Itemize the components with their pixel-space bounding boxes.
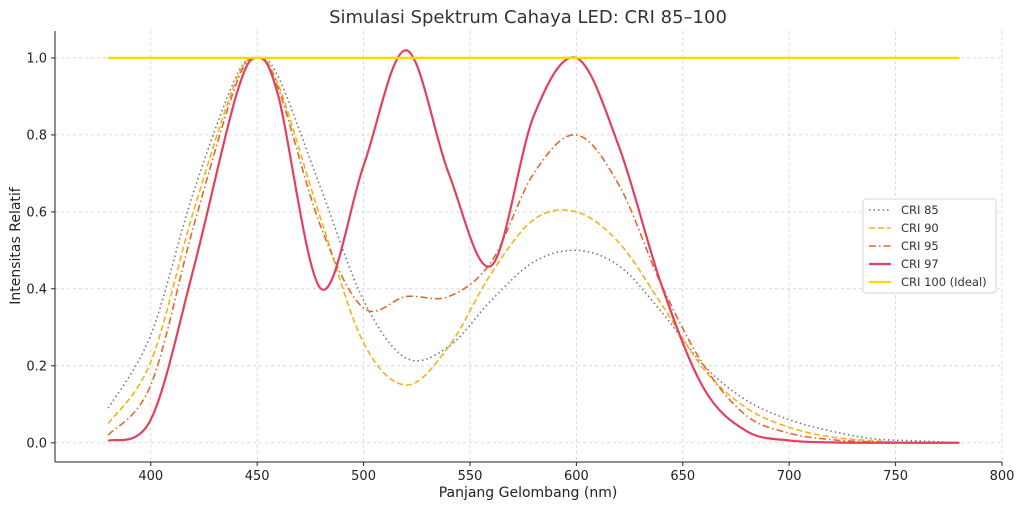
y-axis-label: Intensitas Relatif [8,186,24,305]
legend-box [862,198,997,294]
series-line-4 [107,49,960,444]
x-tick-label: 400 [138,469,163,484]
x-tick-label: 550 [458,469,483,484]
series-line-1 [107,56,960,444]
y-tick-label: 0.8 [26,128,47,143]
x-axis-label: Panjang Gelombang (nm) [439,485,618,501]
legend: CRI 85 CRI 90 CRI 95 CRI 97 CRI 100 (Ideal) [862,198,997,294]
legend-label: CRI 97 [901,257,939,271]
y-tick-label: 0.0 [26,436,47,451]
series-group [107,49,960,444]
series-line-2 [107,56,960,444]
y-tick-label: 0.4 [26,282,47,297]
legend-label: CRI 90 [901,221,939,235]
x-tick-label: 650 [670,469,695,484]
x-tick-label: 500 [351,469,376,484]
x-ticks: 400 450 500 550 600 650 700 750 800 [138,462,1014,484]
y-ticks: 0.0 0.2 0.4 0.6 0.8 1.0 [26,51,55,451]
y-tick-label: 0.2 [26,359,47,374]
legend-label: CRI 95 [901,239,939,253]
x-tick-label: 450 [245,469,270,484]
legend-label: CRI 100 (Ideal) [901,275,987,289]
axes [54,31,1002,463]
y-tick-label: 0.6 [26,205,47,220]
x-tick-label: 700 [777,469,802,484]
x-tick-label: 600 [564,469,589,484]
x-tick-label: 750 [883,469,908,484]
y-tick-label: 1.0 [26,51,47,66]
chart-title: Simulasi Spektrum Cahaya LED: CRI 85–100 [329,7,727,28]
legend-label: CRI 85 [901,203,939,217]
x-tick-label: 800 [990,469,1015,484]
